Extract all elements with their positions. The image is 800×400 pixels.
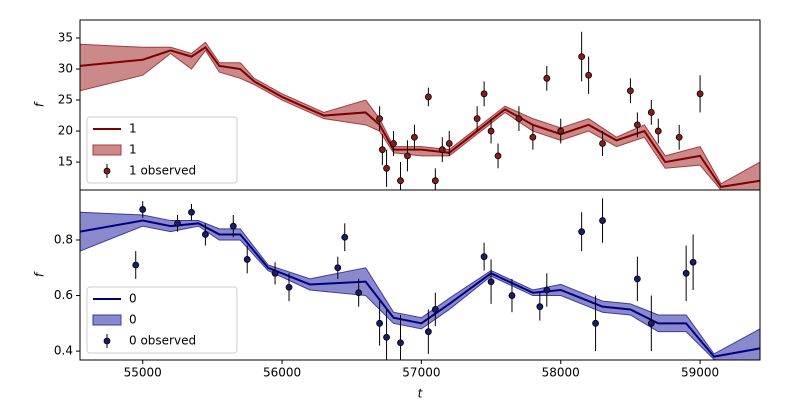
observed-point <box>383 164 390 172</box>
observed-point <box>411 133 418 141</box>
observed-point <box>376 115 383 123</box>
observed-point <box>682 269 690 277</box>
observed-point <box>633 121 641 129</box>
y-tick-label: 15 <box>58 155 73 169</box>
observed-point <box>285 283 293 291</box>
y-tick-label: 35 <box>58 30 73 44</box>
y-axis-label: f <box>33 271 47 277</box>
y-axis-label: f <box>33 101 47 107</box>
observed-point <box>675 133 683 141</box>
observed-point <box>202 231 209 238</box>
uncertainty-band <box>80 41 760 190</box>
observed-point <box>334 264 342 272</box>
observed-point <box>536 303 544 311</box>
legend-marker <box>103 167 111 175</box>
observed-point <box>585 71 593 79</box>
observed-point <box>592 319 599 327</box>
observed-point <box>132 261 140 269</box>
observed-point <box>404 152 411 160</box>
observed-point <box>487 127 495 135</box>
x-tick-label: 56000 <box>263 366 301 380</box>
observed-point <box>654 127 662 135</box>
observed-point <box>355 289 363 297</box>
legend-label: 0 observed <box>129 334 196 348</box>
observed-point <box>515 115 523 123</box>
observed-point <box>633 275 641 283</box>
y-tick-label: 0.8 <box>54 233 73 247</box>
observed-point <box>473 115 481 123</box>
observed-point <box>508 292 516 299</box>
legend-label: 1 observed <box>129 164 196 178</box>
observed-point <box>543 286 551 294</box>
observed-point <box>543 74 551 82</box>
observed-point <box>480 90 488 98</box>
observed-point <box>341 233 349 241</box>
legend-label: 0 <box>129 292 137 306</box>
observed-point <box>390 140 397 147</box>
observed-point <box>647 109 655 116</box>
observed-point <box>627 87 634 95</box>
legend-box <box>86 116 238 184</box>
x-tick-label: 58000 <box>542 366 580 380</box>
observed-point <box>578 53 586 61</box>
y-tick-label: 0.6 <box>54 288 73 302</box>
observed-point <box>271 269 279 277</box>
observed-point <box>494 152 502 160</box>
observed-point <box>431 177 439 185</box>
observed-point <box>174 219 181 227</box>
observed-point <box>229 222 237 230</box>
observed-point <box>599 217 606 224</box>
observed-point <box>529 133 537 141</box>
observed-point <box>599 140 606 147</box>
x-tick-label: 55000 <box>124 366 162 380</box>
y-tick-label: 20 <box>58 124 73 138</box>
y-tick-label: 25 <box>58 93 73 107</box>
x-axis-label: t <box>418 387 424 400</box>
legend-patch <box>92 314 122 326</box>
observed-point <box>438 146 446 154</box>
observed-point <box>445 140 453 147</box>
observed-point <box>647 319 655 327</box>
legend-label: 0 <box>129 313 137 327</box>
observed-point <box>578 228 586 236</box>
uncertainty-band <box>80 211 760 360</box>
legend-patch <box>92 144 122 156</box>
observed-point <box>376 319 383 327</box>
y-tick-label: 0.4 <box>54 344 73 358</box>
observed-point <box>480 253 488 261</box>
observed-point <box>139 206 147 213</box>
legend-label: 1 <box>129 143 137 157</box>
observed-point <box>557 127 565 135</box>
legend-label: 1 <box>129 122 137 136</box>
observed-point <box>689 258 697 266</box>
observed-point <box>424 328 432 336</box>
observed-point <box>487 278 495 286</box>
observed-point <box>188 208 195 216</box>
observed-point <box>424 93 432 101</box>
x-tick-label: 57000 <box>402 366 440 380</box>
axes-frame <box>79 189 761 361</box>
x-tick-label: 59000 <box>681 366 719 380</box>
observed-point <box>397 339 404 347</box>
observed-point <box>696 90 704 98</box>
observed-point <box>397 177 404 185</box>
observed-point <box>378 146 386 154</box>
observed-point <box>431 306 439 313</box>
legend-box <box>86 286 238 354</box>
legend-marker <box>103 337 111 345</box>
y-tick-label: 30 <box>58 62 73 76</box>
observed-point <box>383 333 390 341</box>
observed-point <box>243 256 251 263</box>
